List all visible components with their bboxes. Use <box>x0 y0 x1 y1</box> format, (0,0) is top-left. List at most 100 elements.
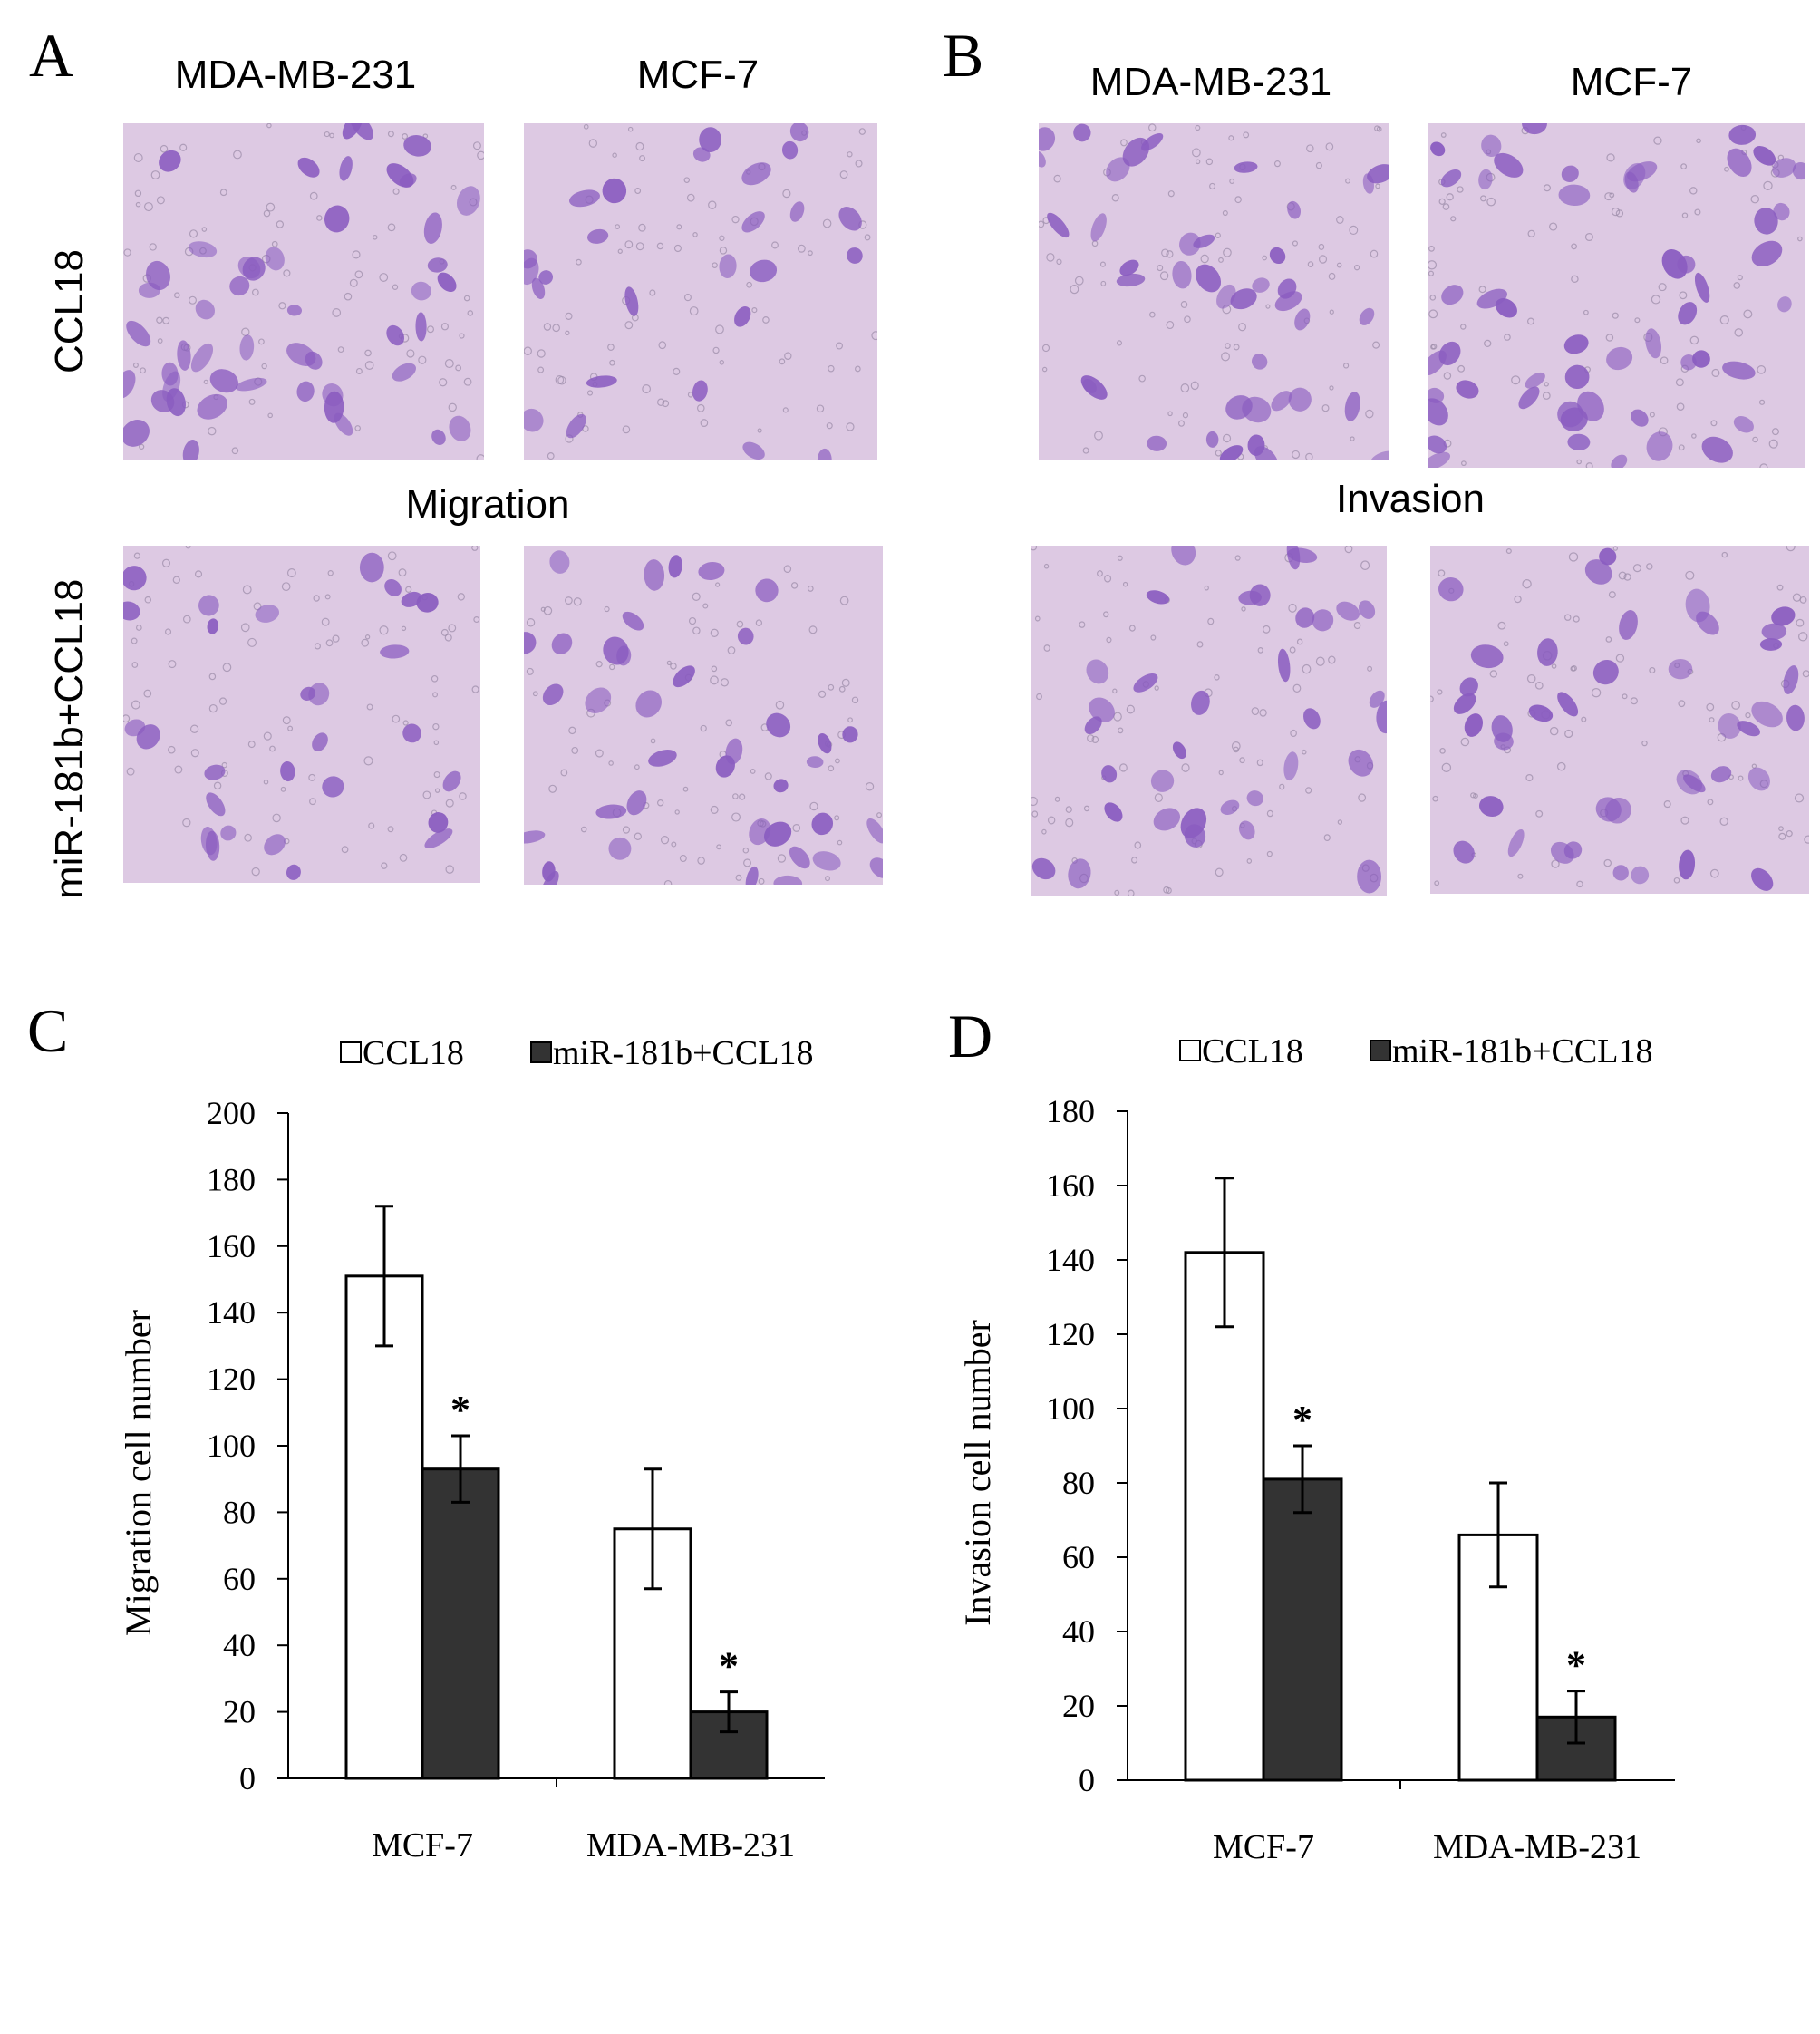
stained-cell <box>542 861 556 882</box>
membrane-pore <box>1167 190 1175 198</box>
membrane-pore <box>624 240 634 249</box>
membrane-pore <box>634 764 640 770</box>
stained-cell <box>386 324 405 346</box>
membrane-pore <box>1543 184 1551 192</box>
membrane-pore <box>662 400 670 408</box>
membrane-pore <box>324 594 331 600</box>
stained-cell <box>286 864 301 880</box>
micrograph-a-mir-mcf7 <box>524 546 883 885</box>
membrane-pore <box>700 419 709 428</box>
membrane-pore <box>1609 192 1615 199</box>
stained-cell <box>1205 431 1219 448</box>
membrane-pore <box>444 634 452 642</box>
membrane-pore <box>673 367 681 375</box>
stained-cell <box>1479 796 1504 818</box>
stained-cell <box>866 818 883 844</box>
membrane-pore <box>1591 688 1602 698</box>
membrane-pore <box>208 673 217 681</box>
membrane-pore <box>790 582 799 589</box>
stained-cell <box>699 127 722 152</box>
membrane-pore <box>368 822 375 829</box>
membrane-pore <box>784 352 792 361</box>
stained-cell <box>715 755 735 778</box>
membrane-pore <box>683 294 692 302</box>
stained-cell <box>384 579 402 596</box>
membrane-pore <box>432 692 439 698</box>
stained-cell <box>1459 677 1478 697</box>
stained-cell <box>1470 644 1504 669</box>
membrane-pore <box>1074 276 1084 286</box>
membrane-pore <box>150 170 160 179</box>
membrane-pore <box>316 215 323 221</box>
membrane-pore <box>1223 247 1232 257</box>
membrane-pore <box>1606 153 1615 162</box>
membrane-pore <box>1681 212 1689 218</box>
stained-cell <box>719 254 737 278</box>
membrane-pore <box>1796 618 1805 627</box>
micrograph-b-mir-mcf7 <box>1430 546 1809 894</box>
membrane-pore <box>711 665 718 673</box>
stained-cell <box>1584 559 1612 585</box>
membrane-pore <box>1375 183 1380 189</box>
stained-cell <box>1476 288 1507 309</box>
membrane-pore <box>547 452 555 460</box>
membrane-pore <box>1583 309 1589 315</box>
stained-cell <box>624 286 639 316</box>
membrane-pore <box>1576 459 1582 465</box>
stained-cell <box>1104 802 1123 822</box>
stained-cell <box>817 448 832 460</box>
membrane-pore <box>826 422 833 430</box>
membrane-pore <box>712 346 720 354</box>
micrograph-b-ccl18-mda <box>1039 123 1389 460</box>
stained-cell <box>1082 379 1097 393</box>
stained-cell <box>745 866 759 885</box>
membrane-pore <box>588 139 598 148</box>
stained-cell <box>1464 713 1483 737</box>
membrane-pore <box>231 447 239 455</box>
membrane-pore <box>1724 166 1729 172</box>
stained-cell <box>324 205 350 233</box>
stained-cell <box>308 683 330 706</box>
membrane-pore <box>526 618 536 627</box>
membrane-pore <box>1178 420 1185 427</box>
membrane-pore <box>1604 192 1613 201</box>
legend-label: CCL18 <box>363 1034 464 1072</box>
membrane-pore <box>663 879 673 885</box>
membrane-pore <box>272 813 281 823</box>
membrane-pore <box>1544 382 1549 387</box>
membrane-pore <box>1094 431 1103 441</box>
membrane-pore <box>172 576 180 585</box>
membrane-pore <box>1484 339 1492 348</box>
membrane-pore <box>445 799 454 808</box>
significance-asterisk: * <box>719 1644 739 1689</box>
membrane-pore <box>321 617 330 626</box>
stained-cell <box>1773 202 1790 221</box>
membrane-pore <box>1797 236 1803 242</box>
stained-cell <box>1753 146 1776 166</box>
membrane-pore <box>1360 560 1370 571</box>
stained-cell <box>1303 708 1321 730</box>
membrane-pore <box>1551 663 1557 669</box>
membrane-pore <box>1660 356 1669 364</box>
membrane-pore <box>1265 304 1271 309</box>
stained-cell <box>1357 859 1382 894</box>
membrane-pore <box>1180 301 1188 308</box>
membrane-pore <box>1608 591 1616 599</box>
membrane-pore <box>1126 704 1135 714</box>
membrane-pore <box>1440 132 1447 138</box>
stained-cell <box>773 779 789 793</box>
stained-cell <box>380 644 410 659</box>
membrane-pore <box>1745 712 1751 719</box>
membrane-pore <box>1054 796 1060 802</box>
stained-cell <box>190 343 214 373</box>
legend-swatch-mir-181b-ccl18 <box>1370 1040 1391 1061</box>
membrane-pore <box>807 585 814 592</box>
membrane-pore <box>1504 334 1511 341</box>
membrane-pore <box>1542 392 1551 400</box>
membrane-pore <box>719 360 725 365</box>
micrograph-a-ccl18-mda <box>123 123 484 460</box>
membrane-pore <box>406 349 415 358</box>
membrane-pore <box>324 131 330 138</box>
stained-cell <box>437 272 457 293</box>
membrane-pore <box>1329 385 1334 391</box>
